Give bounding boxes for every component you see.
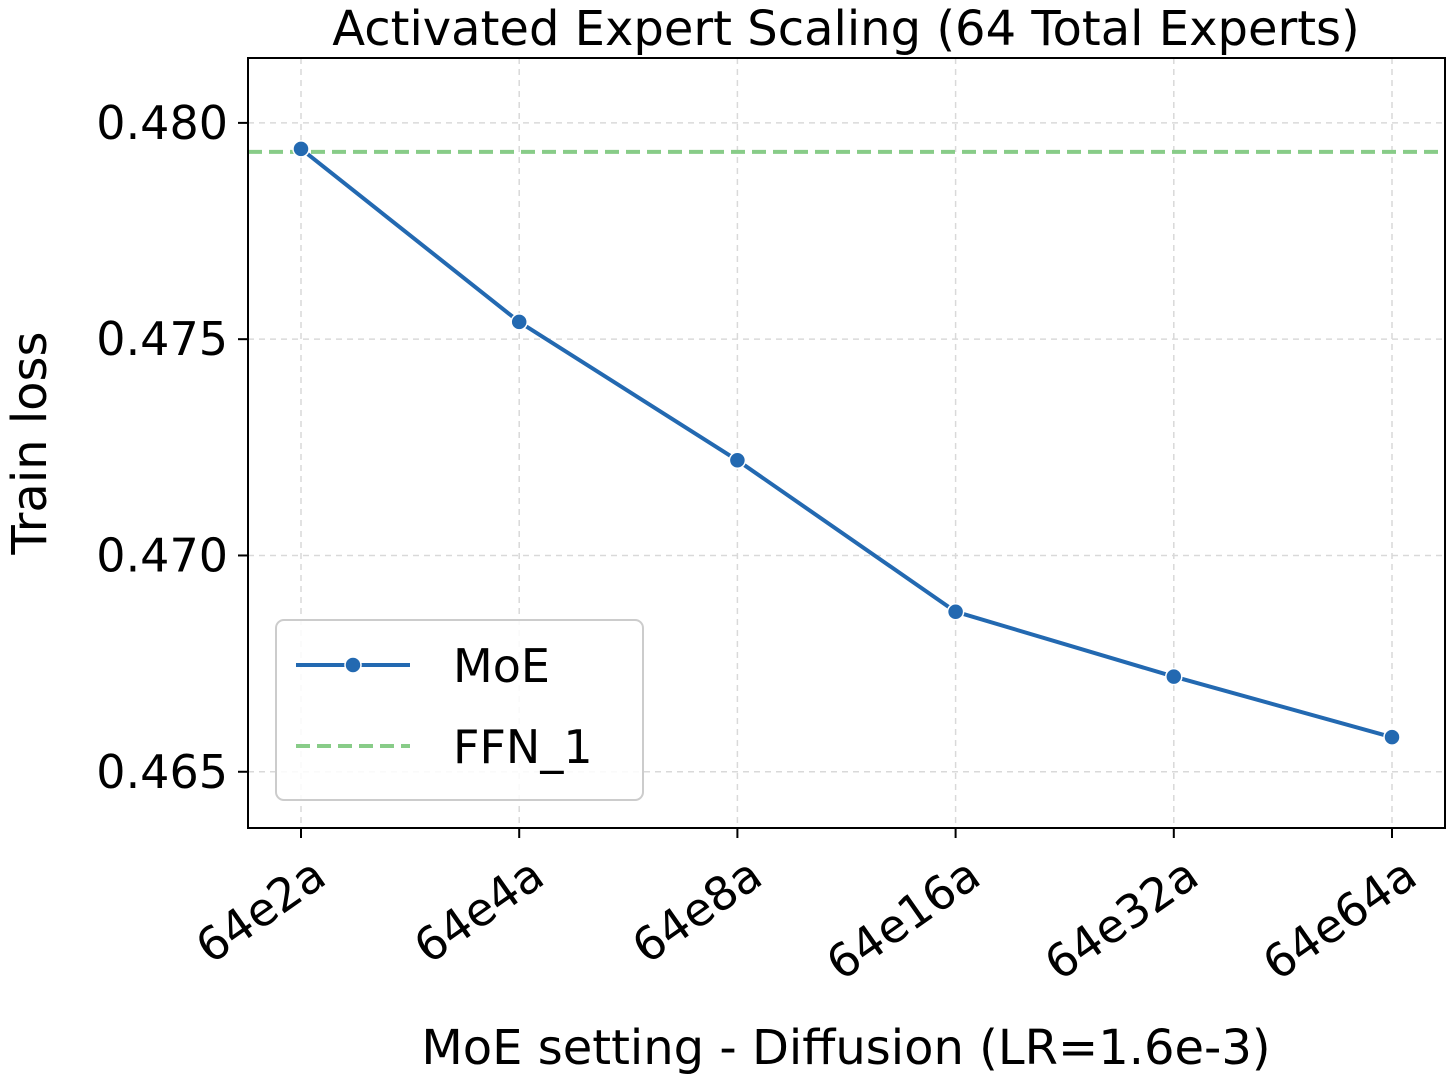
x-axis: 64e2a 64e4a 64e8a 64e16a 64e32a 64e64a [186, 828, 1426, 991]
moe-data-point [292, 140, 310, 158]
moe-series-line [299, 147, 1393, 740]
x-tick-label: 64e2a [186, 847, 335, 974]
moe-data-point [510, 313, 528, 331]
x-tick-label: 64e32a [1035, 847, 1208, 991]
plot-frame [247, 57, 1446, 829]
x-tick-label: 64e8a [622, 847, 771, 974]
moe-data-point [728, 451, 747, 470]
moe-data-point [1165, 667, 1183, 686]
series-layer [292, 140, 1401, 746]
y-tick-label: 0.470 [96, 528, 228, 582]
legend-moe-marker [344, 656, 362, 674]
y-tick-label: 0.465 [96, 745, 228, 799]
y-axis-label: Train loss [2, 331, 58, 555]
x-tick-label: 64e64a [1253, 847, 1426, 991]
legend-moe-label: MoE [453, 639, 550, 693]
moe-data-point [946, 602, 965, 621]
y-axis: 0.465 0.470 0.475 0.480 [96, 96, 248, 799]
legend-ffn-label: FFN_1 [453, 720, 593, 774]
y-tick-label: 0.475 [96, 312, 228, 366]
legend: MoE FFN_1 [275, 619, 644, 801]
x-axis-label: MoE setting - Diffusion (LR=1.6e-3) [421, 1020, 1270, 1076]
x-tick-label: 64e16a [816, 847, 989, 991]
y-tick-label: 0.480 [96, 96, 228, 150]
x-tick-label: 64e4a [404, 847, 553, 974]
moe-data-point [1383, 728, 1401, 746]
chart-title: Activated Expert Scaling (64 Total Exper… [332, 1, 1360, 57]
